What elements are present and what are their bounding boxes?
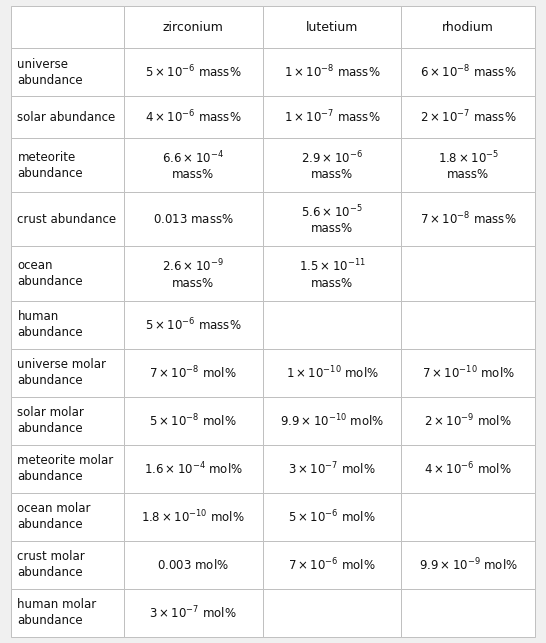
Bar	[11, 300, 123, 349]
Text: $1\times10^{-7}$ mass%: $1\times10^{-7}$ mass%	[284, 109, 380, 125]
Bar	[11, 397, 123, 444]
Text: $3\times10^{-7}$ mol%: $3\times10^{-7}$ mol%	[149, 604, 237, 621]
Bar	[123, 246, 263, 300]
Text: crust abundance: crust abundance	[17, 213, 117, 226]
Bar	[401, 48, 535, 96]
Text: $6\times10^{-8}$ mass%: $6\times10^{-8}$ mass%	[420, 64, 517, 80]
Text: $7\times10^{-10}$ mol%: $7\times10^{-10}$ mol%	[422, 364, 515, 381]
Text: universe molar
abundance: universe molar abundance	[17, 358, 106, 387]
Bar	[263, 96, 401, 138]
Bar	[401, 6, 535, 48]
Text: $2.6\times10^{-9}$
mass%: $2.6\times10^{-9}$ mass%	[162, 257, 224, 289]
Text: $1\times10^{-10}$ mol%: $1\times10^{-10}$ mol%	[286, 364, 378, 381]
Text: meteorite
abundance: meteorite abundance	[17, 151, 83, 179]
Text: human
abundance: human abundance	[17, 311, 83, 339]
Bar	[123, 96, 263, 138]
Bar	[11, 541, 123, 588]
Bar	[263, 300, 401, 349]
Bar	[11, 493, 123, 541]
Text: $1.8\times10^{-5}$
mass%: $1.8\times10^{-5}$ mass%	[438, 149, 499, 181]
Text: zirconium: zirconium	[163, 21, 223, 34]
Bar	[263, 6, 401, 48]
Text: $4\times10^{-6}$ mass%: $4\times10^{-6}$ mass%	[145, 109, 241, 125]
Bar	[401, 192, 535, 246]
Bar	[123, 6, 263, 48]
Text: $0.003$ mol%: $0.003$ mol%	[157, 557, 229, 572]
Bar	[263, 48, 401, 96]
Bar	[11, 444, 123, 493]
Bar	[263, 588, 401, 637]
Bar	[123, 300, 263, 349]
Text: $5.6\times10^{-5}$
mass%: $5.6\times10^{-5}$ mass%	[301, 203, 363, 235]
Text: $1\times10^{-8}$ mass%: $1\times10^{-8}$ mass%	[284, 64, 380, 80]
Text: $3\times10^{-7}$ mol%: $3\times10^{-7}$ mol%	[288, 460, 376, 477]
Bar	[11, 48, 123, 96]
Bar	[401, 96, 535, 138]
Bar	[11, 246, 123, 300]
Text: $2\times10^{-9}$ mol%: $2\times10^{-9}$ mol%	[424, 412, 512, 429]
Bar	[123, 541, 263, 588]
Bar	[401, 246, 535, 300]
Text: $2.9\times10^{-6}$
mass%: $2.9\times10^{-6}$ mass%	[301, 149, 363, 181]
Text: $7\times10^{-8}$ mol%: $7\times10^{-8}$ mol%	[149, 364, 237, 381]
Bar	[263, 493, 401, 541]
Bar	[123, 349, 263, 397]
Text: $5\times10^{-6}$ mass%: $5\times10^{-6}$ mass%	[145, 64, 241, 80]
Bar	[401, 588, 535, 637]
Bar	[401, 397, 535, 444]
Text: $1.6\times10^{-4}$ mol%: $1.6\times10^{-4}$ mol%	[144, 460, 242, 477]
Bar	[11, 96, 123, 138]
Text: $1.5\times10^{-11}$
mass%: $1.5\times10^{-11}$ mass%	[299, 257, 365, 289]
Text: $5\times10^{-6}$ mol%: $5\times10^{-6}$ mol%	[288, 508, 376, 525]
Text: ocean
abundance: ocean abundance	[17, 259, 83, 288]
Bar	[263, 138, 401, 192]
Bar	[263, 444, 401, 493]
Text: rhodium: rhodium	[442, 21, 494, 34]
Bar	[123, 588, 263, 637]
Bar	[263, 397, 401, 444]
Bar	[401, 138, 535, 192]
Text: ocean molar
abundance: ocean molar abundance	[17, 502, 91, 531]
Text: $9.9\times10^{-9}$ mol%: $9.9\times10^{-9}$ mol%	[419, 556, 518, 573]
Bar	[401, 300, 535, 349]
Text: $2\times10^{-7}$ mass%: $2\times10^{-7}$ mass%	[420, 109, 517, 125]
Text: $6.6\times10^{-4}$
mass%: $6.6\times10^{-4}$ mass%	[162, 149, 224, 181]
Bar	[123, 444, 263, 493]
Bar	[263, 192, 401, 246]
Bar	[11, 6, 123, 48]
Text: $5\times10^{-8}$ mol%: $5\times10^{-8}$ mol%	[149, 412, 237, 429]
Text: $7\times10^{-8}$ mass%: $7\times10^{-8}$ mass%	[420, 211, 517, 228]
Text: $1.8\times10^{-10}$ mol%: $1.8\times10^{-10}$ mol%	[141, 508, 245, 525]
Text: crust molar
abundance: crust molar abundance	[17, 550, 85, 579]
Text: $7\times10^{-6}$ mol%: $7\times10^{-6}$ mol%	[288, 556, 376, 573]
Text: human molar
abundance: human molar abundance	[17, 599, 97, 627]
Bar	[263, 541, 401, 588]
Bar	[263, 246, 401, 300]
Bar	[401, 349, 535, 397]
Bar	[11, 138, 123, 192]
Text: $5\times10^{-6}$ mass%: $5\times10^{-6}$ mass%	[145, 316, 241, 333]
Bar	[401, 493, 535, 541]
Text: $4\times10^{-6}$ mol%: $4\times10^{-6}$ mol%	[424, 460, 512, 477]
Bar	[11, 192, 123, 246]
Text: lutetium: lutetium	[306, 21, 358, 34]
Text: universe
abundance: universe abundance	[17, 58, 83, 87]
Bar	[11, 349, 123, 397]
Bar	[401, 444, 535, 493]
Bar	[123, 192, 263, 246]
Text: $9.9\times10^{-10}$ mol%: $9.9\times10^{-10}$ mol%	[280, 412, 384, 429]
Text: solar molar
abundance: solar molar abundance	[17, 406, 84, 435]
Text: solar abundance: solar abundance	[17, 111, 116, 123]
Bar	[123, 397, 263, 444]
Bar	[11, 588, 123, 637]
Bar	[263, 349, 401, 397]
Bar	[123, 48, 263, 96]
Bar	[123, 138, 263, 192]
Bar	[123, 493, 263, 541]
Bar	[401, 541, 535, 588]
Text: meteorite molar
abundance: meteorite molar abundance	[17, 455, 114, 483]
Text: $0.013$ mass%: $0.013$ mass%	[153, 213, 234, 226]
